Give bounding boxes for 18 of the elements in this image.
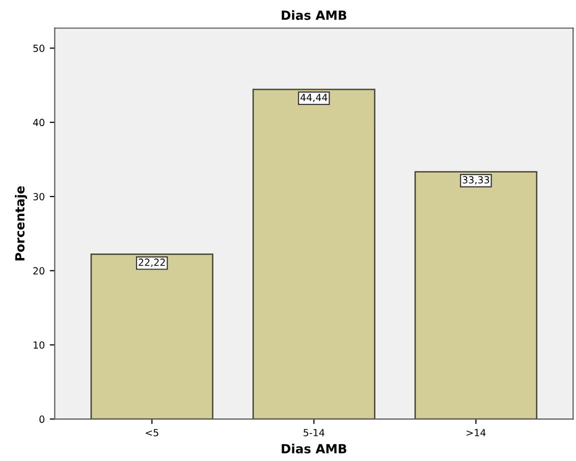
y-tick-label: 10 <box>34 341 44 349</box>
y-tick-label: 50 <box>33 44 44 52</box>
chart-title: Dias AMB <box>282 10 346 20</box>
y-tick-label: 40 <box>33 118 44 126</box>
x-axis-title: Dias AMB <box>282 444 346 454</box>
y-tick-label: 20 <box>33 267 44 275</box>
data-label: 22,22 <box>138 258 165 267</box>
y-tick-label: 30 <box>33 192 44 200</box>
x-tick-label: <5 <box>146 429 158 436</box>
bar <box>90 254 214 420</box>
bar <box>414 171 538 420</box>
y-tick-label: 0 <box>39 416 44 423</box>
data-label: 33,33 <box>462 176 490 184</box>
bar <box>252 88 376 420</box>
y-axis-title: Porcentaje <box>14 186 28 260</box>
x-tick-label: 5-14 <box>304 429 324 436</box>
x-tick-label: >14 <box>466 429 486 436</box>
data-label: 44,44 <box>300 94 328 102</box>
